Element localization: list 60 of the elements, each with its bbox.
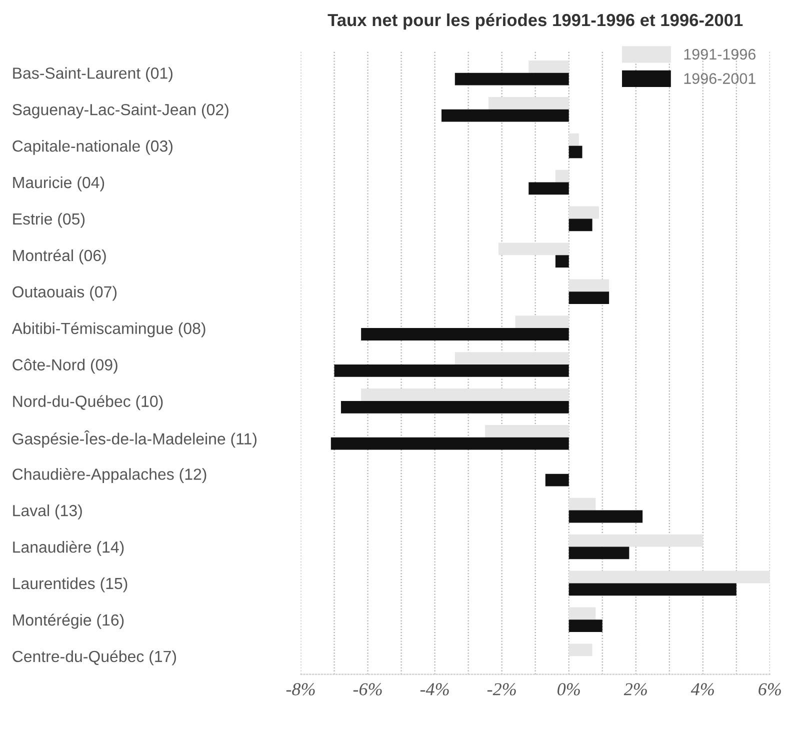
- x-tick-label: -4%: [420, 683, 449, 696]
- x-tick-label: 4%: [690, 683, 714, 696]
- bar: [361, 388, 569, 401]
- y-tick-label: Centre-du-Québec (17): [12, 650, 176, 666]
- bar: [568, 620, 602, 632]
- bar: [555, 170, 569, 182]
- bar: [568, 570, 770, 584]
- y-tick-label: Mauricie (04): [13, 176, 104, 192]
- y-tick-label: Abitibi-Témiscamingue (08): [12, 322, 206, 338]
- bar: [340, 400, 569, 414]
- y-tick-label: Gaspésie-Îes-de-la-Madeleine (11): [12, 430, 256, 448]
- bar: [568, 583, 736, 596]
- x-tick-label: 2%: [624, 683, 647, 696]
- bar: [568, 546, 630, 560]
- bar: [568, 607, 596, 620]
- x-tick-label: 0%: [558, 683, 580, 696]
- bar: [568, 218, 592, 232]
- y-tick-label: Laval (13): [13, 504, 82, 520]
- y-tick-label: Chaudière-Appalaches (12): [12, 468, 206, 484]
- bar: [488, 96, 569, 110]
- y-tick-label: Lanaudière (14): [13, 540, 124, 556]
- x-tick-label: -2%: [487, 683, 516, 696]
- bar: [568, 534, 703, 547]
- bar: [568, 279, 610, 292]
- bar: [498, 242, 569, 256]
- y-tick-label: Capitale-nationale (03): [12, 140, 172, 155]
- bar: [454, 352, 569, 364]
- bar: [568, 206, 600, 219]
- bar: [568, 146, 582, 158]
- bar: [545, 474, 569, 486]
- y-tick-label: Côte-Nord (09): [12, 358, 118, 374]
- bar: [515, 316, 569, 328]
- bar: [528, 60, 569, 73]
- bar: [485, 425, 569, 438]
- x-tick-label: 6%: [758, 683, 781, 696]
- bar: [361, 328, 569, 340]
- y-tick-label: Montréal (06): [13, 249, 106, 264]
- y-tick-label: Saguenay-Lac-Saint-Jean (02): [12, 104, 228, 118]
- bar: [454, 72, 569, 86]
- bar: [568, 644, 592, 656]
- y-tick-label: Laurentides (15): [13, 577, 128, 592]
- y-tick-label: Montérégie (16): [13, 614, 124, 629]
- x-tick-label: -8%: [286, 683, 315, 696]
- chart-title: Taux net pour les périodes 1991-1996 et 1996-2001: [328, 13, 743, 30]
- bar: [442, 109, 569, 122]
- bar: [568, 498, 596, 510]
- bar: [334, 364, 569, 377]
- y-tick-label: Outaouais (07): [12, 286, 117, 301]
- bar: [568, 292, 610, 304]
- bar: [568, 133, 579, 146]
- y-tick-label: Bas-Saint-Laurent (01): [13, 67, 172, 82]
- x-tick-label: -6%: [353, 683, 382, 696]
- bar: [330, 437, 569, 450]
- legend-label: 1991-1996: [684, 48, 756, 60]
- y-tick-label: Nord-du-Québec (10): [13, 395, 163, 410]
- bar: [555, 255, 569, 268]
- legend-label: 1996-2001: [684, 73, 756, 84]
- bar: [528, 182, 569, 195]
- bar: [568, 510, 643, 523]
- y-tick-label: Estrie (05): [13, 212, 85, 228]
